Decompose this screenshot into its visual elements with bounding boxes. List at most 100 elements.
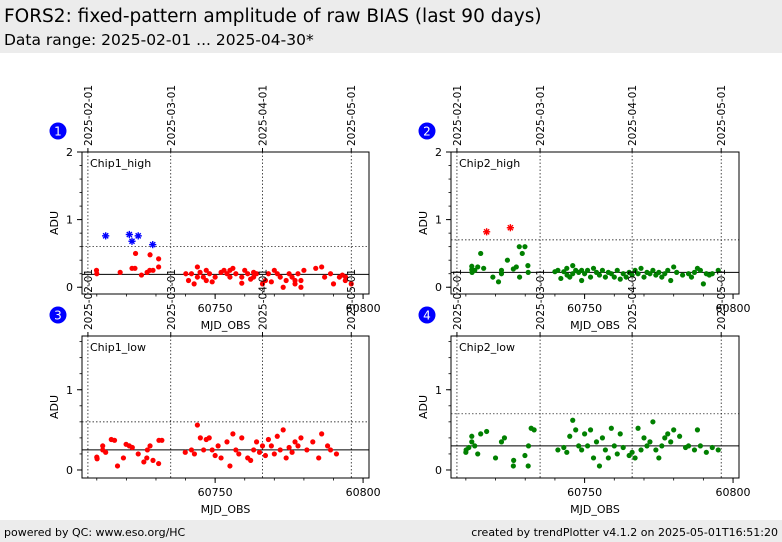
- data-point: [481, 265, 487, 271]
- data-point: [656, 269, 662, 275]
- data-point: [343, 274, 349, 280]
- x-tick-label: 60750: [567, 302, 602, 315]
- data-point: [268, 279, 274, 285]
- data-point: [188, 447, 195, 453]
- data-point: [310, 439, 316, 445]
- date-tick-label: 2025-05-01: [716, 269, 728, 330]
- x-tick-label: 60750: [198, 302, 233, 315]
- date-tick-label: 2025-02-01: [83, 269, 95, 330]
- y-tick-label: 1: [66, 384, 73, 397]
- data-point: [561, 269, 567, 275]
- data-point: [659, 274, 665, 280]
- date-tick-label: 2025-03-01: [535, 85, 547, 146]
- data-point: [617, 276, 623, 282]
- data-point: [525, 263, 531, 269]
- y-axis-label: ADU: [48, 395, 61, 419]
- data-point: [466, 444, 472, 451]
- date-tick-label: 2025-04-01: [627, 85, 639, 146]
- data-point: [194, 422, 200, 428]
- data-point: [209, 447, 215, 453]
- data-point: [94, 456, 100, 462]
- data-point: [191, 451, 198, 457]
- data-point: [555, 267, 561, 273]
- panel-badge: [49, 122, 67, 140]
- data-point: [596, 272, 603, 278]
- data-point: [665, 267, 671, 273]
- data-point: [647, 439, 653, 445]
- data-point: [525, 443, 532, 449]
- data-point: [230, 431, 236, 437]
- data-point: [475, 264, 481, 270]
- data-point: [159, 437, 165, 443]
- data-point: [570, 263, 576, 269]
- data-point: [253, 439, 260, 445]
- data-point: [614, 267, 620, 273]
- data-point: [253, 271, 260, 277]
- data-point: [516, 274, 523, 280]
- data-point: [653, 447, 659, 453]
- data-point: [117, 269, 123, 275]
- data-point: [525, 463, 531, 469]
- data-point: [191, 281, 197, 287]
- data-point: [301, 267, 307, 273]
- data-point: [614, 451, 620, 457]
- data-point: [224, 439, 230, 445]
- data-point: [635, 425, 641, 431]
- data-point: [141, 459, 147, 465]
- y-tick-label: 2: [66, 146, 73, 159]
- data-point: [638, 265, 644, 271]
- data-point: [259, 443, 266, 449]
- data-point: [605, 455, 611, 461]
- panel-badge-number: 1: [54, 125, 62, 139]
- data-point: [129, 444, 135, 451]
- data-point: [147, 252, 153, 258]
- data-point: [147, 443, 153, 449]
- data-point: [265, 271, 272, 277]
- data-point: [564, 449, 570, 455]
- data-point: [665, 431, 671, 437]
- x-tick-label: 60800: [346, 486, 381, 499]
- data-point: [555, 447, 561, 453]
- date-tick-label: 2025-02-01: [452, 85, 464, 146]
- data-point: [188, 271, 195, 277]
- data-point: [685, 443, 692, 449]
- y-tick-label: 1: [435, 214, 442, 227]
- data-point: [283, 277, 289, 284]
- date-tick-label: 2025-04-01: [257, 269, 269, 330]
- data-point: [206, 271, 213, 277]
- data-point: [709, 444, 715, 451]
- data-point: [322, 274, 328, 280]
- data-point: [475, 451, 481, 457]
- data-point: [236, 451, 242, 457]
- data-point: [292, 277, 298, 284]
- data-point: [218, 455, 224, 461]
- y-tick-label: 2: [435, 146, 442, 159]
- date-tick-label: 2025-04-01: [627, 269, 639, 330]
- data-point: [230, 265, 236, 271]
- data-point: [203, 267, 209, 273]
- data-point: [289, 449, 295, 455]
- data-point: [564, 265, 570, 271]
- data-range-subtitle: Data range: 2025-02-01 ... 2025-04-30*: [4, 31, 314, 49]
- data-point: [233, 447, 239, 453]
- footer-created-by: created by trendPlotter v4.1.2 on 2025-0…: [471, 526, 778, 539]
- data-point: [330, 281, 337, 287]
- date-tick-label: 2025-03-01: [166, 85, 178, 146]
- data-point: [590, 455, 597, 461]
- data-point: [677, 433, 683, 439]
- data-point: [632, 455, 638, 461]
- y-axis-label: ADU: [417, 211, 430, 235]
- date-tick-label: 2025-04-01: [257, 85, 269, 146]
- data-point: [194, 264, 200, 270]
- data-point: [156, 256, 162, 262]
- x-axis-label: MJD_OBS: [201, 319, 251, 332]
- data-point: [200, 274, 206, 280]
- panel-label: Chip2_high: [459, 157, 520, 170]
- outlier-point: [128, 237, 136, 245]
- data-point: [251, 274, 257, 280]
- data-point: [478, 250, 484, 257]
- data-point: [227, 463, 233, 469]
- data-point: [316, 455, 322, 461]
- data-point: [150, 457, 156, 463]
- data-point: [333, 451, 340, 457]
